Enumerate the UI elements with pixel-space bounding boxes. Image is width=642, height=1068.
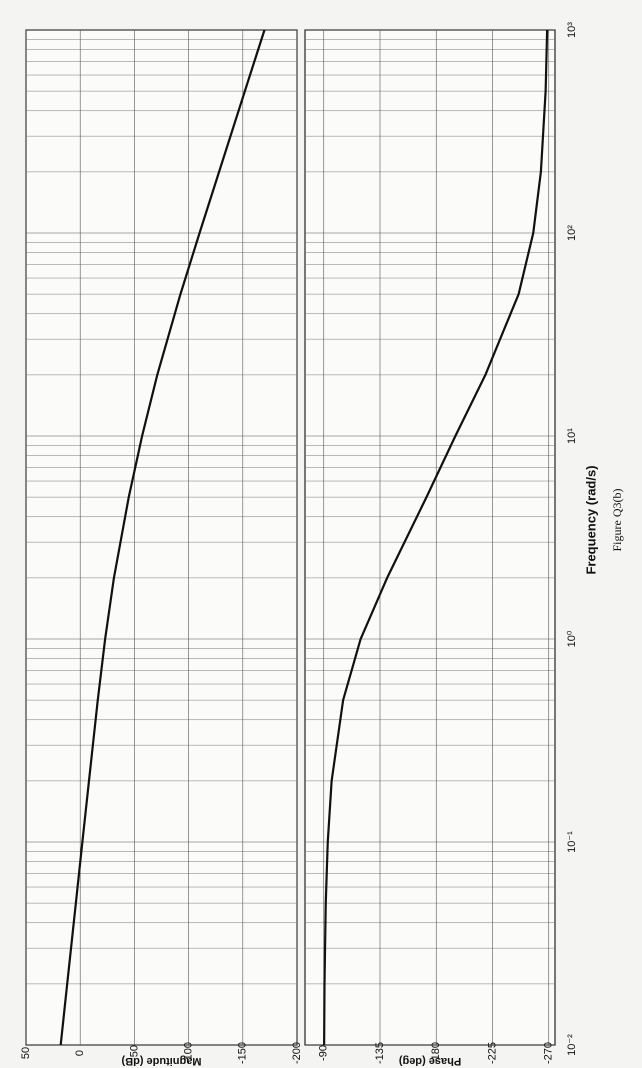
- x-tick-label: 10⁰: [566, 630, 578, 647]
- y-tick-label: -180: [430, 1042, 442, 1064]
- x-tick-label: 10⁻²: [566, 1034, 578, 1056]
- figure-caption: Figure Q3(b): [610, 489, 624, 552]
- y-tick-label: 50: [20, 1047, 32, 1059]
- x-tick-label: 10³: [566, 22, 578, 38]
- y-axis-title: Magnitude (dB): [121, 1055, 201, 1067]
- y-tick-label: 0: [74, 1050, 86, 1056]
- y-tick-label: -225: [486, 1042, 498, 1064]
- plot-area: [304, 29, 556, 1046]
- y-tick-label: -90: [318, 1045, 330, 1061]
- x-tick-label: 10⁻¹: [566, 831, 578, 853]
- response-curve: [323, 29, 549, 1046]
- y-tick-label: -270: [543, 1042, 555, 1064]
- x-tick-label: 10¹: [566, 428, 578, 444]
- plot-area: [25, 29, 298, 1046]
- x-tick-label: 10²: [566, 225, 578, 241]
- y-tick-label: -50: [128, 1045, 140, 1061]
- y-tick-label: -200: [291, 1042, 303, 1064]
- y-tick-label: -100: [183, 1042, 195, 1064]
- y-tick-label: -135: [374, 1042, 386, 1064]
- response-curve: [59, 29, 266, 1046]
- y-axis-title: Phase (deg): [398, 1055, 461, 1067]
- y-tick-label: -150: [237, 1042, 249, 1064]
- x-axis-title: Frequency (rad/s): [583, 465, 598, 574]
